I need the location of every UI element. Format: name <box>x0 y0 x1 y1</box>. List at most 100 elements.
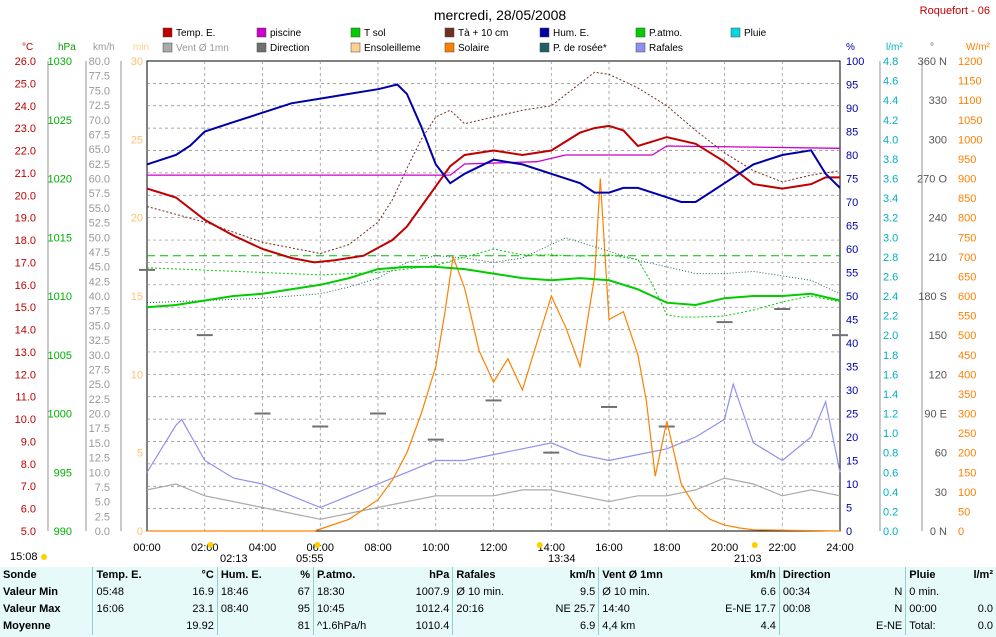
pct-tick-label: 50 <box>846 291 858 303</box>
summary-cell: 4,4 km <box>598 618 697 635</box>
summary-header-pluie-unit: l/m² <box>973 569 993 581</box>
rain-tick-label: 0.2 <box>883 506 898 518</box>
summary-cell: 14:40 <box>598 601 697 618</box>
summary-cell: 05:48 <box>92 584 168 601</box>
pct-tick-label: 95 <box>846 80 858 92</box>
summary-row-label: Valeur Min <box>3 586 59 598</box>
solar-tick-label: 850 <box>958 193 976 205</box>
summary-header-direction: Direction <box>778 567 859 584</box>
axis-unit-label: °C <box>22 42 33 53</box>
summary-cell: 08:40 <box>216 601 287 618</box>
legend-swatch <box>256 27 267 38</box>
dir-tick-label: 180 S <box>918 291 947 303</box>
sun-marker-icon <box>536 542 543 548</box>
time-tick-label: 06:00 <box>306 542 334 554</box>
hpa-tick-label: 990 <box>54 526 72 538</box>
hpa-tick-label: 1010 <box>48 291 72 303</box>
axis-unit-label: min <box>133 42 149 53</box>
pct-tick-label: 15 <box>846 456 858 468</box>
series-p-atmo- <box>146 248 841 318</box>
min-tick-label: 10 <box>131 369 143 381</box>
summary-cell: 6.6 <box>760 586 776 598</box>
hpa-tick-label: 1000 <box>48 409 72 421</box>
dir-tick-label: 210 <box>929 252 947 264</box>
dir-tick-label: 30 <box>935 487 947 499</box>
legend-swatch <box>539 27 550 38</box>
time-tick-label: 24:00 <box>826 542 854 554</box>
rain-tick-label: 2.4 <box>883 291 898 303</box>
axis-unit-label: W/m² <box>966 42 991 53</box>
dir-tick-label: 60 <box>935 448 947 460</box>
solar-tick-label: 900 <box>958 174 976 186</box>
kmh-tick-label: 12.5 <box>89 453 110 465</box>
pct-tick-label: 70 <box>846 197 858 209</box>
dir-tick-label: 360 N <box>918 56 947 68</box>
time-marker-label: 05:55 <box>296 553 324 565</box>
time-tick-label: 04:00 <box>249 542 277 554</box>
dir-tick-label: 300 <box>929 134 947 146</box>
kmh-tick-label: 77.5 <box>89 71 110 83</box>
temp-tick-label: 8.0 <box>21 459 36 471</box>
axis-unit-labels: °C hPa km/h min% l/m² ° W/m² <box>22 42 991 53</box>
legend-label: Direction <box>270 43 309 54</box>
time-markers: 15:08 02:13 05:55 13:34 21:03 <box>10 542 762 565</box>
kmh-tick-label: 65.0 <box>89 144 110 156</box>
weather-chart: mercredi, 28/05/2008 Roquefort - 06 Temp… <box>10 5 991 565</box>
legend-label: T sol <box>364 28 386 39</box>
solar-tick-label: 100 <box>958 487 976 499</box>
dir-tick-label: 240 <box>929 213 947 225</box>
temp-tick-label: 11.0 <box>15 392 36 404</box>
kmh-tick-label: 50.0 <box>89 232 110 244</box>
summary-cell: 18:30 <box>313 584 395 601</box>
sun-icon <box>41 554 47 560</box>
legend-label: Hum. E. <box>553 28 589 39</box>
kmh-tick-label: 35.0 <box>89 320 110 332</box>
solar-tick-label: 50 <box>958 506 970 518</box>
summary-header-hum-unit: % <box>300 569 311 581</box>
series-piscine <box>147 145 841 176</box>
summary-cell: 16:06 <box>92 601 168 618</box>
summary-row-label: Valeur Max <box>3 603 61 615</box>
time-tick-label: 14:00 <box>537 542 565 554</box>
solar-tick-label: 650 <box>958 271 976 283</box>
kmh-tick-label: 15.0 <box>89 438 110 450</box>
series-vent-1mn <box>146 477 841 520</box>
solar-tick-label: 1150 <box>958 76 982 88</box>
pct-tick-label: 60 <box>846 244 858 256</box>
series-t-10-cm <box>146 71 841 255</box>
legend-swatch <box>162 42 173 53</box>
rain-tick-label: 1.8 <box>883 350 898 362</box>
summary-cell <box>959 584 996 601</box>
series-temp-e- <box>146 124 840 264</box>
hpa-tick-label: 1030 <box>48 56 72 68</box>
pct-tick-label: 85 <box>846 127 858 139</box>
temp-tick-label: 20.0 <box>15 190 36 202</box>
summary-cell: Ø 10 min. <box>598 584 697 601</box>
series-solaire <box>147 178 841 532</box>
summary-cell <box>92 618 168 635</box>
dir-tick-label: 90 E <box>924 409 947 421</box>
temp-tick-label: 14.0 <box>15 325 36 337</box>
sunrise-label: 15:08 <box>10 551 38 563</box>
solar-tick-label: 200 <box>958 448 976 460</box>
summary-row-min: Valeur Min 05:48 16.9 18:46 67 18:30 100… <box>0 584 996 601</box>
pct-tick-label: 80 <box>846 150 858 162</box>
rain-tick-label: 4.8 <box>883 56 898 68</box>
min-tick-label: 20 <box>131 213 143 225</box>
time-tick-label: 22:00 <box>768 542 796 554</box>
dir-tick-label: 330 <box>929 95 947 107</box>
kmh-tick-label: 17.5 <box>89 423 110 435</box>
temp-tick-label: 23.0 <box>15 123 36 135</box>
kmh-tick-label: 75.0 <box>89 85 110 97</box>
hpa-tick-label: 1025 <box>48 115 72 127</box>
summary-cell: N <box>894 586 903 598</box>
temp-tick-label: 6.0 <box>21 504 36 516</box>
rain-tick-label: 3.8 <box>883 154 898 166</box>
solar-tick-label: 1100 <box>958 95 982 107</box>
sun-marker-icon <box>314 542 321 548</box>
sun-marker-icon <box>207 542 214 548</box>
solar-tick-label: 750 <box>958 232 976 244</box>
legend-label: Temp. E. <box>176 28 215 39</box>
time-marker-label: 21:03 <box>734 553 762 565</box>
summary-cell: 0 min. <box>905 584 959 601</box>
